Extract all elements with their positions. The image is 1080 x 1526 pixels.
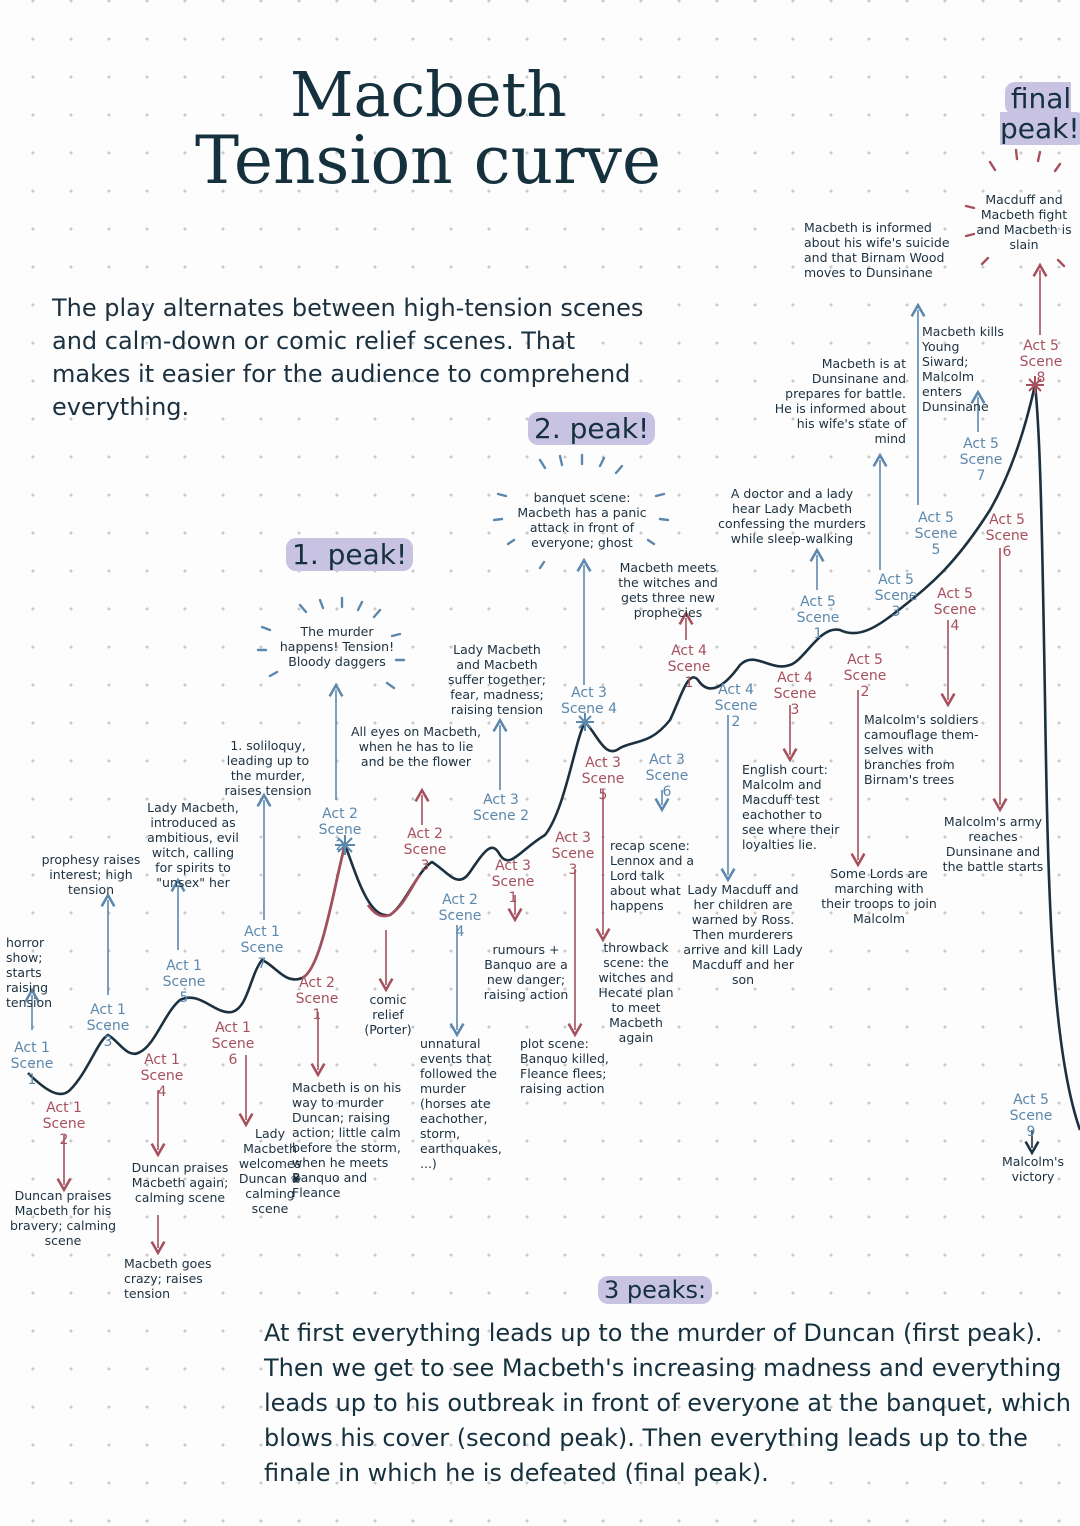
title-line1: Macbeth [290, 58, 567, 131]
peak-star-1 [335, 835, 355, 855]
summary-text: At first everything leads up to the murd… [264, 1319, 1071, 1487]
scene-label-a1s3: Act 1 Scene 3 [86, 1002, 130, 1050]
note-a5s7: Macbeth kills Young Siward; Malcolm ente… [922, 324, 1004, 414]
note-a5s6: Malcolm's army reaches Dunsinane and the… [942, 814, 1044, 874]
scene-label-a5s1: Act 5 Scene 1 [796, 594, 840, 642]
note-a2s1: Macbeth is on his way to murder Duncan; … [292, 1080, 402, 1200]
note-a4s2: Lady Macduff and her children are warned… [683, 882, 803, 987]
scene-label-a1s6: Act 1 Scene 6 [211, 1020, 255, 1068]
peak-rays-1 [256, 596, 406, 690]
scene-label-a5s8: Act 5 Scene 8 [1019, 338, 1063, 386]
note-a1s2: Duncan praises Macbeth for his bravery; … [9, 1188, 117, 1248]
title-line2: Tension curve [195, 122, 662, 199]
note-a1s3: prophesy raises interest; high tension [41, 852, 141, 897]
note-a4s1: Macbeth meets the witches and gets three… [618, 560, 718, 620]
note-a1s6: Lady Macbeth welcomes Duncan ❀ calming s… [238, 1126, 302, 1216]
scene-label-a2s2: Act 2 Scene 2 [318, 806, 362, 854]
scene-label-a4s1: Act 4 Scene 1 [667, 643, 711, 691]
scene-label-a3s6: Act 3 Scene 6 [645, 752, 689, 800]
note-a5s3: Macbeth is at Dunsinane and prepares for… [774, 356, 906, 446]
scene-label-a2s1: Act 2 Scene 1 [295, 975, 339, 1023]
note-a3s5: throwback scene: the witches and Hecate … [598, 940, 674, 1045]
scene-label-a5s5: Act 5 Scene 5 [914, 510, 958, 558]
scene-label-a5s6: Act 5 Scene 6 [985, 512, 1029, 560]
scene-label-a5s7: Act 5 Scene 7 [959, 436, 1003, 484]
note-a1s4a: Duncan praises Macbeth again; calming sc… [131, 1160, 229, 1205]
peak-star-final [1026, 376, 1044, 394]
peak-label-second: 2. peak! [528, 412, 656, 445]
note-a1s7: 1. soliloquy, leading up to the murder, … [224, 738, 312, 798]
scene-label-a4s3: Act 4 Scene 3 [773, 670, 817, 718]
note-a3s4: banquet scene: Macbeth has a panic attac… [517, 490, 647, 550]
scene-label-a3s4: Act 3 Scene 4 [560, 685, 618, 717]
scene-label-a1s2: Act 1 Scene 2 [42, 1100, 86, 1148]
note-a5s4: Malcolm's soldiers camouflage them-selve… [864, 712, 979, 787]
note-a3s6: recap scene: Lennox and a Lord talk abou… [610, 838, 695, 913]
scene-label-a1s4: Act 1 Scene 4 [140, 1052, 184, 1100]
scene-label-a5s2: Act 5 Scene 2 [843, 652, 887, 700]
note-a4s3: English court: Malcolm and Macduff test … [742, 762, 840, 852]
intro-text: The play alternates between high-tension… [52, 294, 644, 421]
peak-rays-final [964, 148, 1066, 268]
note-a5s9: Malcolm's victory [1001, 1154, 1065, 1184]
scene-label-a1s7: Act 1 Scene 7 [240, 924, 284, 972]
scene-label-a5s3: Act 5 Scene 3 [874, 572, 918, 620]
tension-curve-red-segment-1 [301, 844, 347, 980]
peak-rays-2 [492, 453, 670, 570]
note-a1s4b: Macbeth goes crazy; raises tension [124, 1256, 212, 1301]
summary-title: 3 peaks: [598, 1276, 713, 1304]
note-a2s3a: All eyes on Macbeth, when he has to lie … [350, 724, 482, 769]
scene-label-a3s1: Act 3 Scene 1 [491, 858, 535, 906]
scene-label-a2s4: Act 2 Scene 4 [438, 892, 482, 940]
tension-curve [27, 384, 1080, 1131]
note-a5s8: Macduff and Macbeth fight and Macbeth is… [976, 192, 1072, 252]
scene-label-a3s5: Act 3 Scene 5 [581, 755, 625, 803]
note-a3s3: plot scene: Banquo killed, Fleance flees… [520, 1036, 609, 1096]
note-a5s5: Macbeth is informed about his wife's sui… [804, 220, 950, 280]
note-a5s1: A doctor and a lady hear Lady Macbeth co… [718, 486, 866, 546]
note-a3s1: rumours + Banquo are a new danger; raisi… [483, 942, 569, 1002]
peak-star-2 [576, 713, 594, 731]
note-a2s3b: comic relief (Porter) [364, 992, 412, 1037]
note-a3s2: Lady Macbeth and Macbeth suffer together… [448, 642, 546, 717]
scene-label-a5s9: Act 5 Scene 9 [1009, 1092, 1053, 1140]
scene-label-a3s2: Act 3 Scene 2 [472, 792, 530, 824]
scene-label-a4s2: Act 4 Scene 2 [714, 682, 758, 730]
scene-label-a1s5: Act 1 Scene 5 [162, 958, 206, 1006]
scene-label-a3s3: Act 3 Scene 3 [551, 830, 595, 878]
peak-label-first: 1. peak! [286, 538, 414, 571]
note-a1s5: Lady Macbeth, introduced as ambitious, e… [147, 800, 239, 890]
note-a5s2: Some Lords are marching with their troop… [821, 866, 937, 926]
tension-curve-red-segment-2 [366, 874, 422, 918]
peak-label-final: final peak! [1000, 82, 1080, 145]
note-a1s1: horror show; starts raising tension [6, 935, 53, 1010]
scene-label-a2s3: Act 2 Scene 3 [403, 826, 447, 874]
scene-label-a5s4: Act 5 Scene 4 [933, 586, 977, 634]
note-a2s2: The murder happens! Tension! Bloody dagg… [279, 624, 395, 669]
note-a2s4: unnatural events that followed the murde… [420, 1036, 502, 1171]
scene-label-a1s1: Act 1 Scene 1 [10, 1040, 54, 1088]
